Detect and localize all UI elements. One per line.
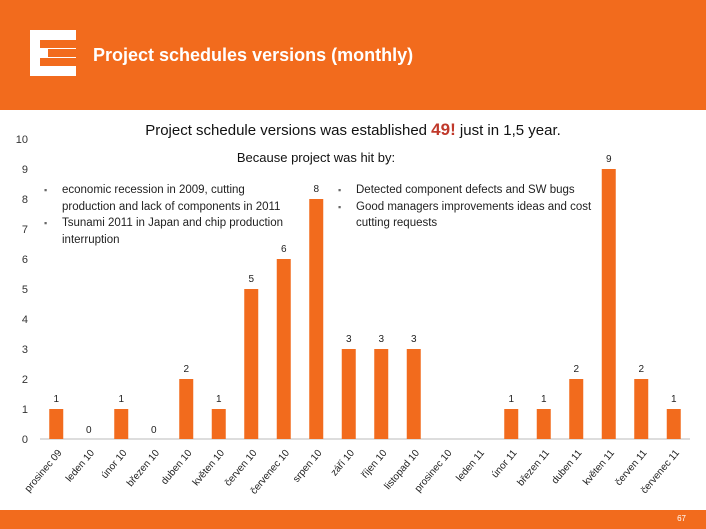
data-label: 0: [86, 425, 92, 436]
reason-item: Detected component defects and SW bugs: [336, 182, 592, 199]
y-tick-label: 2: [22, 374, 28, 386]
bar: [276, 259, 291, 439]
x-tick-label: leden 10: [64, 448, 97, 485]
reason-item: Tsunami 2011 in Japan and chip productio…: [42, 215, 300, 248]
y-tick-label: 5: [22, 284, 28, 296]
reasons-list-left: economic recession in 2009, cutting prod…: [42, 182, 300, 248]
data-label: 9: [606, 154, 612, 165]
y-tick-label: 0: [22, 434, 28, 446]
data-label: 8: [313, 184, 319, 195]
data-label: 1: [53, 394, 59, 405]
data-label: 6: [281, 244, 287, 255]
footer-bar: 67: [0, 510, 706, 529]
bar: [179, 379, 194, 439]
data-label: 5: [248, 274, 254, 285]
bar: [211, 409, 226, 439]
bar: [634, 379, 649, 439]
bar: [504, 409, 519, 439]
x-tick-label: únor 10: [99, 448, 130, 481]
bar: [406, 349, 421, 439]
x-tick-label: květen 10: [191, 448, 228, 489]
y-tick-label: 6: [22, 254, 28, 266]
data-label: 1: [541, 394, 547, 405]
bar: [569, 379, 584, 439]
y-tick-label: 1: [22, 404, 28, 416]
data-label: 1: [216, 394, 222, 405]
y-tick-label: 8: [22, 194, 28, 206]
reason-item: Good managers improvements ideas and cos…: [336, 199, 592, 232]
page-title: Project schedules versions (monthly): [93, 45, 414, 65]
x-tick-label: říjen 10: [360, 448, 390, 481]
bar: [536, 409, 551, 439]
x-tick-label: únor 11: [490, 448, 520, 481]
chart-subtitle: Because project was hit by:: [236, 150, 396, 165]
x-tick-label: leden 11: [454, 448, 487, 484]
data-label: 1: [508, 394, 514, 405]
header-bar: Project schedules versions (monthly): [0, 0, 706, 110]
data-label: 3: [411, 334, 417, 345]
x-tick-label: březen 10: [125, 448, 162, 489]
chart-title-prefix: Project schedule versions was establishe…: [145, 122, 432, 139]
data-label: 3: [346, 334, 352, 345]
chart-title: Project schedule versions was establishe…: [0, 120, 706, 140]
data-label: 3: [378, 334, 384, 345]
bar: [244, 289, 259, 439]
reasons-list-right: Detected component defects and SW bugs G…: [336, 182, 592, 232]
bar: [601, 169, 616, 439]
data-label: 2: [638, 364, 644, 375]
data-label: 1: [671, 394, 677, 405]
chart-title-suffix: just in 1,5 year.: [455, 122, 561, 139]
cez-logo-icon: [30, 30, 76, 76]
x-tick-label: prosinec 09: [23, 448, 65, 495]
x-tick-label: březen 11: [515, 448, 552, 489]
x-tick-label: září 10: [329, 448, 357, 479]
bar: [114, 409, 129, 439]
x-tick-label: květen 11: [581, 448, 617, 488]
page-number: 67: [677, 514, 686, 523]
bar: [666, 409, 681, 439]
y-tick-label: 10: [16, 134, 28, 146]
bar: [374, 349, 389, 439]
data-label: 2: [183, 364, 189, 375]
bar: [341, 349, 356, 439]
data-label: 2: [573, 364, 579, 375]
bar: [309, 199, 324, 439]
x-tick-label: srpen 10: [291, 448, 325, 485]
reason-item: economic recession in 2009, cutting prod…: [42, 182, 300, 215]
x-tick-label: duben 11: [550, 448, 585, 487]
y-tick-label: 4: [22, 314, 28, 326]
x-tick-label: duben 10: [159, 448, 195, 487]
data-label: 1: [118, 394, 124, 405]
y-tick-label: 9: [22, 164, 28, 176]
bar: [49, 409, 64, 439]
y-tick-label: 7: [22, 224, 28, 236]
chart-title-highlight: 49!: [431, 120, 456, 139]
data-label: 0: [151, 425, 157, 436]
y-tick-label: 3: [22, 344, 28, 356]
